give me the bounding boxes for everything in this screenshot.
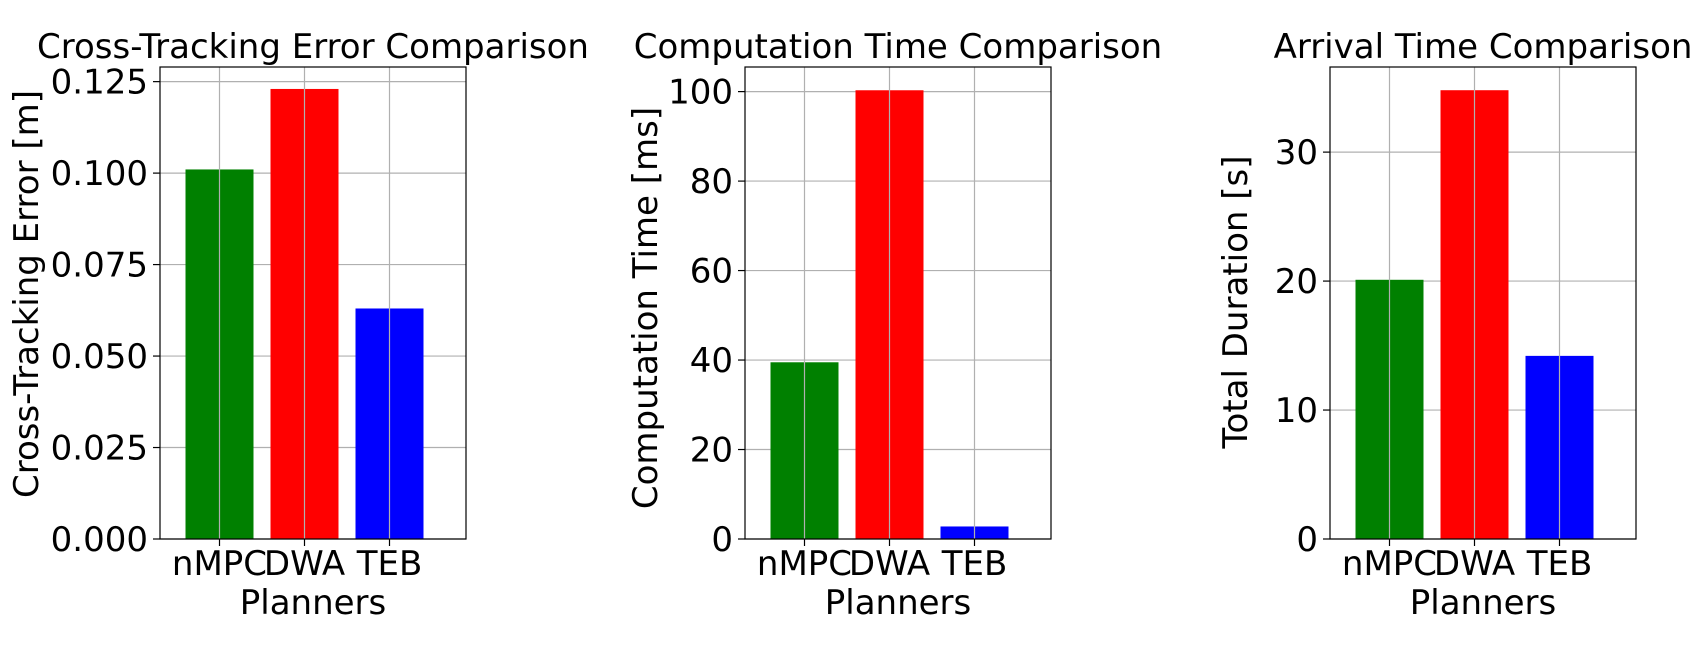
y-tick-label: 0.100 [51, 154, 148, 194]
axes-frame [1329, 66, 1637, 540]
x-tick-label: DWA [1434, 544, 1515, 584]
cross-tracking-error-chart: Cross-Tracking Error Comparison Cross-Tr… [7, 27, 589, 623]
y-axis-label: Total Duration [s] [1216, 156, 1256, 450]
y-tick-label: 20 [690, 431, 733, 471]
axes-frame [159, 66, 467, 540]
y-tick-label: 80 [690, 162, 733, 202]
x-tick-label: nMPC [172, 544, 267, 584]
axes-frame [744, 66, 1052, 540]
x-tick-label: TEB [1526, 544, 1593, 584]
y-tick-label: 0.025 [51, 429, 148, 469]
y-axis-label: Computation Time [ms] [626, 107, 666, 509]
x-tick-label: TEB [941, 544, 1008, 584]
x-tick-label: nMPC [757, 544, 852, 584]
chart-title: Cross-Tracking Error Comparison [37, 27, 589, 67]
x-axis-label: Planners [1410, 583, 1557, 623]
x-tick-label: DWA [264, 544, 345, 584]
y-tick-label: 0.000 [51, 520, 148, 560]
chart-title: Arrival Time Comparison [1274, 27, 1693, 67]
y-tick-label: 40 [690, 341, 733, 381]
x-tick-label: TEB [356, 544, 423, 584]
x-axis-label: Planners [825, 583, 972, 623]
y-tick-label: 60 [690, 252, 733, 292]
x-tick-label: DWA [849, 544, 930, 584]
y-tick-label: 0 [1296, 520, 1318, 560]
y-axis-label: Cross-Tracking Error [m] [7, 90, 47, 498]
y-tick-label: 10 [1275, 391, 1318, 431]
arrival-time-chart: Arrival Time Comparison Total Duration [… [1216, 27, 1692, 623]
y-tick-label: 0 [711, 520, 733, 560]
y-tick-label: 0.075 [51, 246, 148, 286]
y-tick-label: 0.125 [51, 63, 148, 103]
x-tick-label: nMPC [1342, 544, 1437, 584]
chart-title: Computation Time Comparison [634, 27, 1162, 67]
y-tick-label: 100 [668, 73, 733, 113]
computation-time-chart: Computation Time Comparison Computation … [626, 27, 1162, 623]
y-tick-label: 20 [1275, 262, 1318, 302]
y-tick-label: 0.050 [51, 337, 148, 377]
x-axis-label: Planners [240, 583, 387, 623]
y-tick-label: 30 [1275, 133, 1318, 173]
